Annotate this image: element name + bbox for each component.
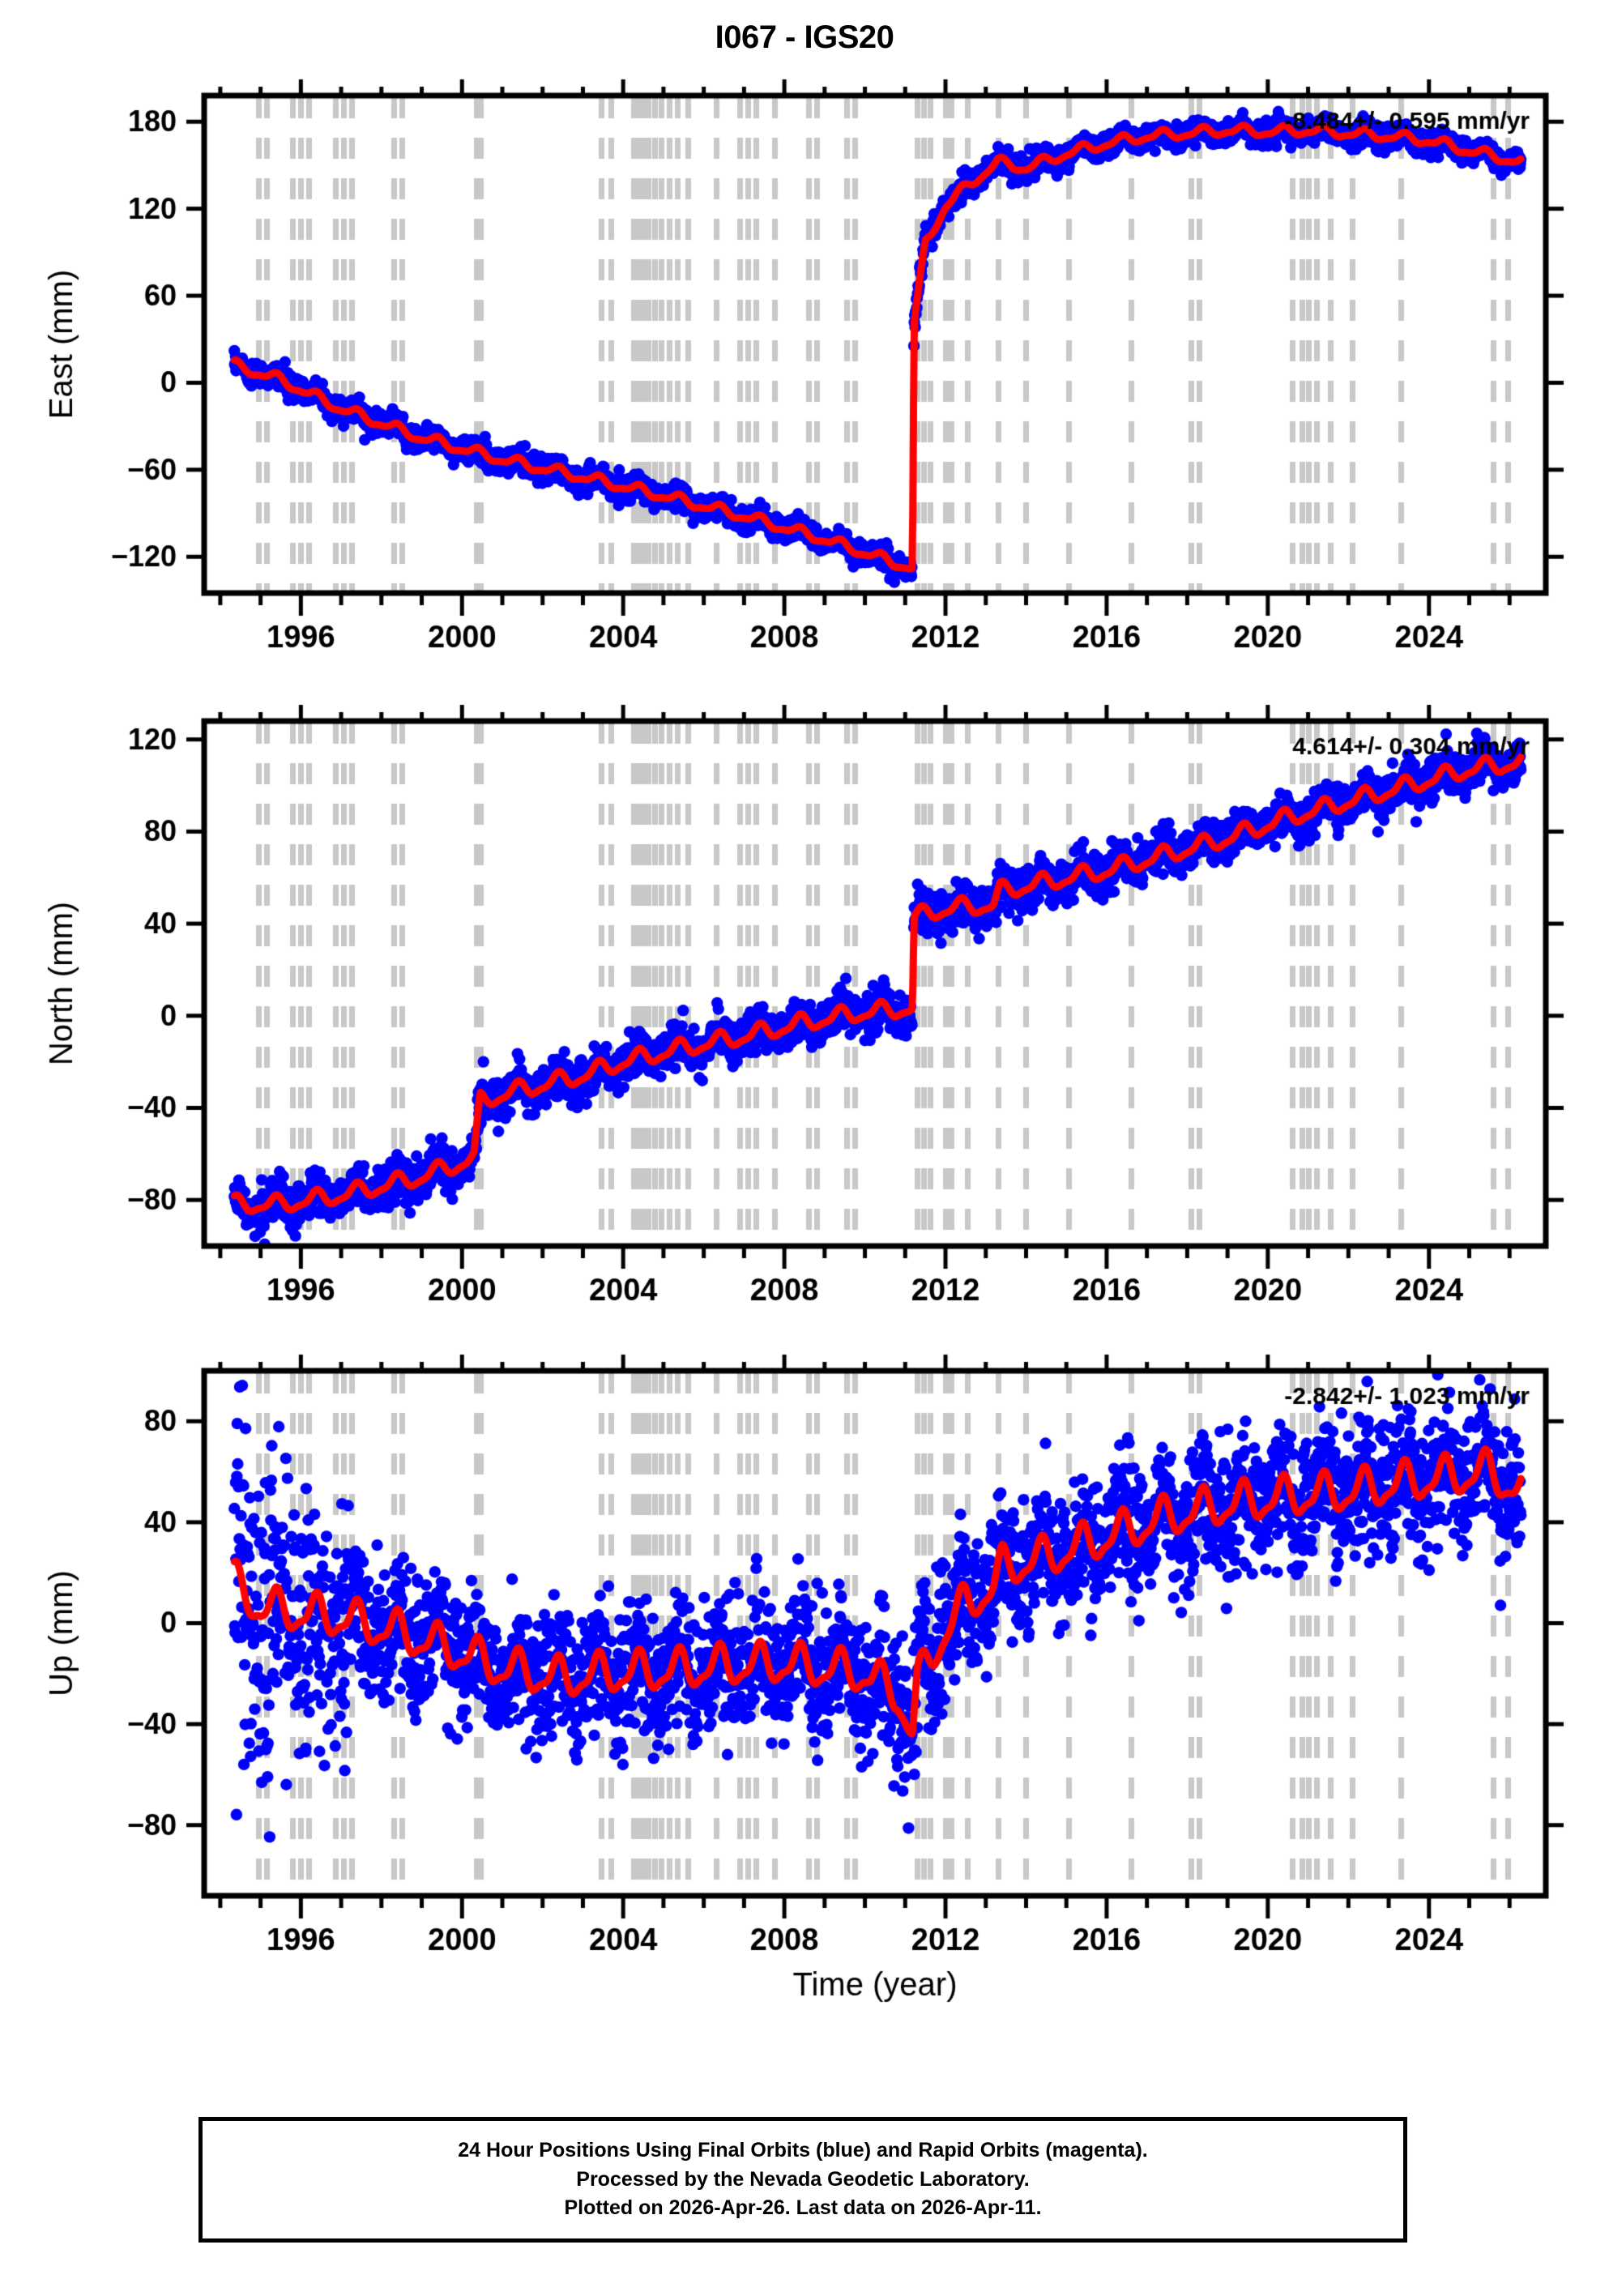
page-title: I067 - IGS20 [715,19,894,55]
caption-line-1: 24 Hour Positions Using Final Orbits (bl… [458,2139,1148,2162]
caption-line-2: Processed by the Nevada Geodetic Laborat… [576,2167,1030,2191]
caption-box: 24 Hour Positions Using Final Orbits (bl… [198,2117,1407,2243]
caption-line-3: Plotted on 2026-Apr-26. Last data on 202… [564,2196,1042,2220]
